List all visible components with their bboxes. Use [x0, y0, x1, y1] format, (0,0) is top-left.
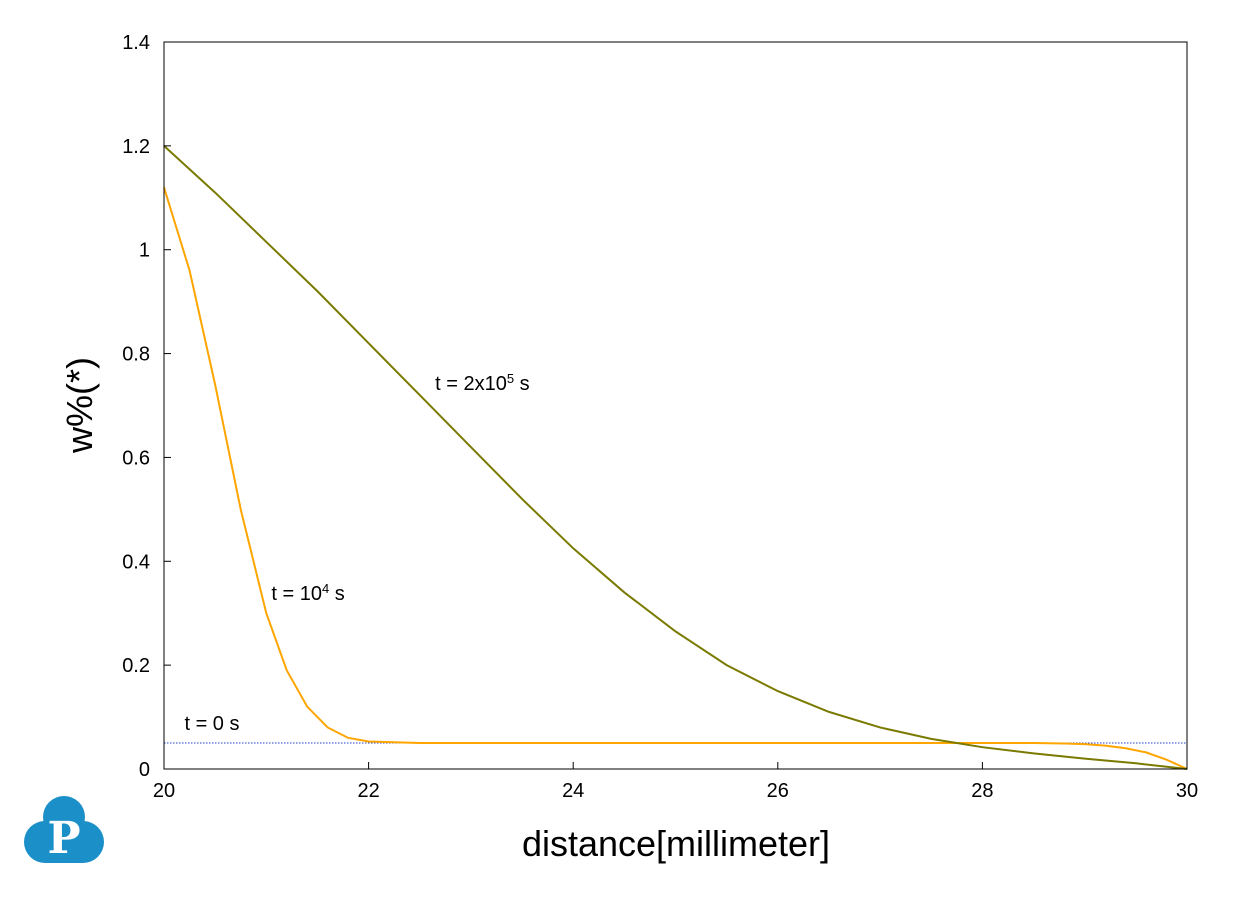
- y-tick-label: 1.2: [122, 136, 150, 158]
- y-tick-label: 1.4: [122, 32, 150, 54]
- x-tick-label: 22: [357, 780, 379, 802]
- x-tick-label: 26: [767, 780, 789, 802]
- y-tick-label: 0.6: [122, 447, 150, 469]
- annotation-t1: t = 104 s: [271, 581, 344, 606]
- curve-annotations: t = 0 s t = 104 s t = 2x105 s: [184, 370, 529, 735]
- x-tick-label: 30: [1176, 780, 1198, 802]
- x-axis-ticks: 20 22 24 26 28 30: [153, 762, 1198, 802]
- y-tick-label: 1: [139, 240, 150, 262]
- y-tick-label: 0.8: [122, 344, 150, 366]
- y-tick-label: 0.4: [122, 551, 150, 573]
- plot-area: [163, 145, 1188, 770]
- x-tick-label: 28: [971, 780, 993, 802]
- x-tick-label: 20: [153, 780, 175, 802]
- y-axis-ticks: 0 0.2 0.4 0.6 0.8 1 1.2 1.4: [122, 32, 171, 781]
- annotation-t0: t = 0 s: [184, 713, 239, 735]
- y-axis-title: w%(*): [59, 357, 100, 454]
- brand-logo: P: [24, 796, 104, 864]
- plot-frame: [163, 41, 1188, 770]
- cloud-logo-icon: [24, 796, 104, 863]
- logo-letter: P: [47, 813, 80, 864]
- x-axis-title: distance[millimeter]: [522, 823, 830, 864]
- x-tick-label: 24: [562, 780, 584, 802]
- y-tick-label: 0.2: [122, 655, 150, 677]
- y-tick-label: 0: [139, 759, 150, 781]
- series-line-1: [163, 187, 1188, 770]
- annotation-t2: t = 2x105 s: [435, 370, 530, 395]
- series-line-2: [163, 145, 1188, 770]
